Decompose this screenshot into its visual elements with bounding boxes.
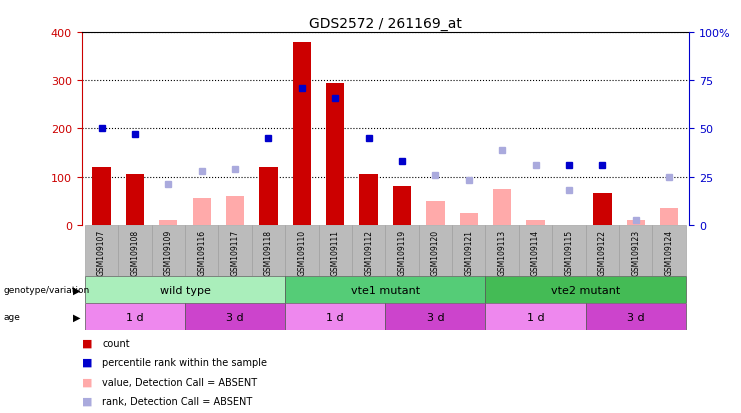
Text: GSM109113: GSM109113 [498, 229, 507, 275]
Bar [259, 168, 278, 225]
Bar [319, 225, 352, 277]
Text: wild type: wild type [159, 285, 210, 295]
Text: GSM109110: GSM109110 [297, 229, 306, 275]
Bar [352, 225, 385, 277]
Text: ■: ■ [82, 357, 92, 367]
Bar [459, 213, 478, 225]
Bar [326, 83, 345, 225]
Text: genotype/variation: genotype/variation [4, 286, 90, 294]
Bar [519, 225, 552, 277]
Text: ■: ■ [82, 377, 92, 387]
Bar [226, 196, 245, 225]
Text: 1 d: 1 d [126, 312, 144, 322]
Text: GSM109116: GSM109116 [197, 229, 206, 275]
Text: GSM109112: GSM109112 [364, 229, 373, 275]
Bar [652, 225, 685, 277]
Text: GSM109109: GSM109109 [164, 229, 173, 275]
Bar [493, 189, 511, 225]
Bar [85, 304, 185, 330]
Text: GSM109108: GSM109108 [130, 229, 139, 275]
Bar [193, 199, 211, 225]
Bar [627, 220, 645, 225]
Bar [293, 43, 311, 225]
Text: vte1 mutant: vte1 mutant [350, 285, 420, 295]
Text: count: count [102, 338, 130, 348]
Bar [285, 277, 485, 304]
Bar [85, 225, 119, 277]
Bar [526, 220, 545, 225]
Text: GSM109123: GSM109123 [631, 229, 640, 275]
Text: 1 d: 1 d [327, 312, 344, 322]
Bar [552, 225, 585, 277]
Text: percentile rank within the sample: percentile rank within the sample [102, 357, 268, 367]
Bar [660, 208, 678, 225]
Bar [585, 225, 619, 277]
Bar [385, 304, 485, 330]
Text: GSM109107: GSM109107 [97, 229, 106, 275]
Bar [419, 225, 452, 277]
Bar [385, 225, 419, 277]
Bar [252, 225, 285, 277]
Text: ▶: ▶ [73, 312, 80, 322]
Text: ■: ■ [82, 396, 92, 406]
Text: GSM109121: GSM109121 [465, 229, 473, 275]
Bar [585, 304, 685, 330]
Text: GSM109111: GSM109111 [330, 229, 339, 275]
Bar [619, 225, 652, 277]
Bar [452, 225, 485, 277]
Bar [426, 201, 445, 225]
Bar [485, 277, 685, 304]
Bar [159, 220, 178, 225]
Bar [285, 225, 319, 277]
Text: GSM109124: GSM109124 [665, 229, 674, 275]
Text: GSM109117: GSM109117 [230, 229, 239, 275]
Text: GSM109118: GSM109118 [264, 229, 273, 275]
Text: ■: ■ [82, 338, 92, 348]
Text: age: age [4, 313, 21, 321]
Text: rank, Detection Call = ABSENT: rank, Detection Call = ABSENT [102, 396, 253, 406]
Title: GDS2572 / 261169_at: GDS2572 / 261169_at [309, 17, 462, 31]
Bar [485, 225, 519, 277]
Bar [85, 277, 285, 304]
Bar [93, 168, 110, 225]
Text: 1 d: 1 d [527, 312, 545, 322]
Text: ▶: ▶ [73, 285, 80, 295]
Text: GSM109119: GSM109119 [397, 229, 407, 275]
Bar [393, 187, 411, 225]
Bar [185, 225, 219, 277]
Bar [126, 175, 144, 225]
Text: 3 d: 3 d [627, 312, 645, 322]
Text: GSM109115: GSM109115 [565, 229, 574, 275]
Bar [119, 225, 152, 277]
Bar [185, 304, 285, 330]
Bar [285, 304, 385, 330]
Bar [359, 175, 378, 225]
Text: GSM109120: GSM109120 [431, 229, 440, 275]
Text: vte2 mutant: vte2 mutant [551, 285, 620, 295]
Text: value, Detection Call = ABSENT: value, Detection Call = ABSENT [102, 377, 257, 387]
Text: 3 d: 3 d [226, 312, 244, 322]
Text: GSM109122: GSM109122 [598, 229, 607, 275]
Text: GSM109114: GSM109114 [531, 229, 540, 275]
Bar [219, 225, 252, 277]
Bar [152, 225, 185, 277]
Text: 3 d: 3 d [427, 312, 444, 322]
Bar [485, 304, 585, 330]
Bar [593, 194, 611, 225]
